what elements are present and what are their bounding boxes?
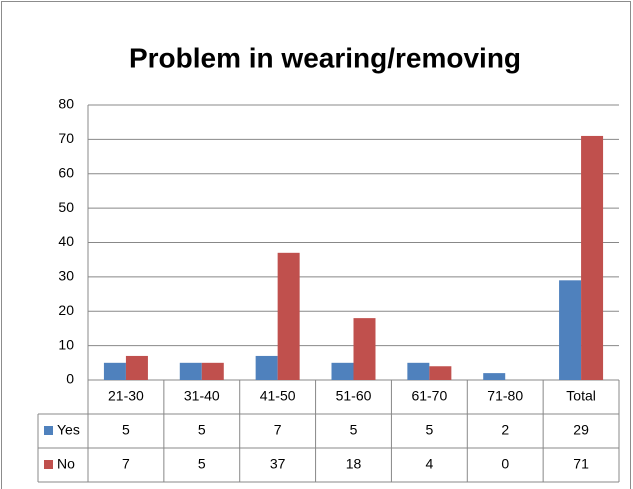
x-tick-label: 51-60 (336, 388, 372, 404)
y-tick-label: 50 (58, 199, 74, 215)
y-tick-label: 70 (58, 130, 74, 146)
x-tick-label: 41-50 (260, 388, 296, 404)
table-value: 0 (501, 456, 509, 472)
table-value: 29 (573, 422, 589, 438)
bar (331, 362, 354, 380)
y-tick-label: 0 (66, 371, 74, 387)
bar (407, 362, 430, 380)
table-value: 18 (346, 456, 362, 472)
y-tick-label: 10 (58, 336, 74, 352)
bar (277, 252, 300, 380)
table-value: 7 (274, 422, 282, 438)
legend-label: No (57, 456, 75, 472)
bar (429, 366, 452, 380)
y-tick-label: 20 (58, 302, 74, 318)
bar (179, 362, 202, 380)
table-value: 7 (122, 456, 130, 472)
x-tick-label: 21-30 (108, 388, 144, 404)
y-tick-label: 60 (58, 164, 74, 180)
x-tick-label: Total (566, 388, 596, 404)
table-value: 4 (425, 456, 433, 472)
table-value: 5 (198, 456, 206, 472)
x-tick-label: 71-80 (487, 388, 523, 404)
table-value: 71 (573, 456, 589, 472)
chart-title: Problem in wearing/removing (129, 42, 521, 73)
y-tick-label: 40 (58, 233, 74, 249)
legend-key (44, 426, 53, 435)
table-value: 37 (270, 456, 286, 472)
table-value: 5 (122, 422, 130, 438)
x-tick-label: 31-40 (184, 388, 220, 404)
y-tick-label: 80 (58, 96, 74, 112)
bar (483, 373, 506, 380)
bar (353, 318, 376, 380)
table-value: 2 (501, 422, 509, 438)
legend-key (44, 460, 53, 469)
bar (125, 355, 148, 380)
table-value: 5 (425, 422, 433, 438)
bar (103, 362, 126, 380)
bar (581, 135, 604, 380)
y-tick-label: 30 (58, 268, 74, 284)
legend-label: Yes (57, 422, 80, 438)
x-tick-label: 61-70 (411, 388, 447, 404)
table-value: 5 (350, 422, 358, 438)
bar (201, 362, 224, 380)
bar (559, 280, 582, 380)
table-value: 5 (198, 422, 206, 438)
bar (255, 355, 278, 380)
